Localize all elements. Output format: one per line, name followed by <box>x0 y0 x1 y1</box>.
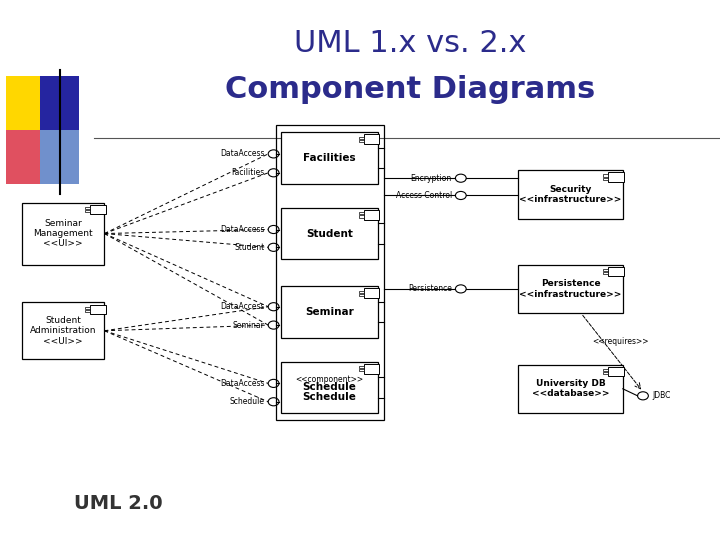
Text: Schedule: Schedule <box>302 392 356 402</box>
Text: Facilities: Facilities <box>231 168 265 177</box>
FancyBboxPatch shape <box>40 130 79 184</box>
FancyBboxPatch shape <box>281 362 378 413</box>
Text: Seminar
Management
<<UI>>: Seminar Management <<UI>> <box>33 219 93 248</box>
FancyBboxPatch shape <box>40 76 79 130</box>
FancyBboxPatch shape <box>90 205 106 214</box>
FancyBboxPatch shape <box>6 76 45 130</box>
FancyBboxPatch shape <box>359 137 364 139</box>
FancyBboxPatch shape <box>364 364 379 374</box>
FancyBboxPatch shape <box>359 140 364 142</box>
FancyBboxPatch shape <box>281 132 378 184</box>
Text: JDBC: JDBC <box>652 392 670 400</box>
FancyBboxPatch shape <box>518 170 623 219</box>
FancyBboxPatch shape <box>85 207 90 209</box>
FancyBboxPatch shape <box>603 369 608 371</box>
FancyBboxPatch shape <box>85 210 90 212</box>
FancyBboxPatch shape <box>359 294 364 296</box>
FancyBboxPatch shape <box>608 367 624 376</box>
FancyBboxPatch shape <box>281 286 378 338</box>
FancyBboxPatch shape <box>603 269 608 271</box>
Text: Facilities: Facilities <box>303 153 356 163</box>
FancyBboxPatch shape <box>22 302 104 359</box>
Text: Schedule: Schedule <box>302 382 356 393</box>
FancyBboxPatch shape <box>364 210 379 220</box>
FancyBboxPatch shape <box>359 291 364 293</box>
FancyBboxPatch shape <box>359 369 364 372</box>
FancyBboxPatch shape <box>608 267 624 276</box>
Text: <<component>>: <<component>> <box>295 375 364 384</box>
FancyBboxPatch shape <box>364 288 379 298</box>
Text: University DB
<<database>>: University DB <<database>> <box>532 379 609 399</box>
FancyBboxPatch shape <box>603 178 608 180</box>
FancyBboxPatch shape <box>85 307 90 309</box>
Text: DataAccess: DataAccess <box>220 302 265 311</box>
FancyBboxPatch shape <box>359 212 364 214</box>
Text: Component Diagrams: Component Diagrams <box>225 75 595 104</box>
FancyBboxPatch shape <box>22 202 104 265</box>
FancyBboxPatch shape <box>90 305 106 314</box>
Text: Persistence
<<infrastructure>>: Persistence <<infrastructure>> <box>519 279 622 299</box>
Text: Student: Student <box>234 243 265 252</box>
FancyBboxPatch shape <box>359 215 364 218</box>
Text: DataAccess: DataAccess <box>220 379 265 388</box>
FancyBboxPatch shape <box>359 366 364 368</box>
FancyBboxPatch shape <box>281 208 378 259</box>
Text: UML 1.x vs. 2.x: UML 1.x vs. 2.x <box>294 29 526 58</box>
Text: Persistence: Persistence <box>408 285 452 293</box>
FancyBboxPatch shape <box>603 174 608 177</box>
Text: UML 2.0: UML 2.0 <box>74 494 163 513</box>
Text: Schedule: Schedule <box>230 397 265 406</box>
Text: <<requires>>: <<requires>> <box>593 337 649 346</box>
Text: Student: Student <box>306 228 353 239</box>
FancyBboxPatch shape <box>603 272 608 274</box>
FancyBboxPatch shape <box>364 134 379 144</box>
Text: DataAccess: DataAccess <box>220 225 265 234</box>
FancyBboxPatch shape <box>518 364 623 413</box>
Text: Security
<<infrastructure>>: Security <<infrastructure>> <box>519 185 622 204</box>
Text: Access Control: Access Control <box>395 191 452 200</box>
FancyBboxPatch shape <box>603 372 608 374</box>
Text: DataAccess: DataAccess <box>220 150 265 158</box>
FancyBboxPatch shape <box>608 172 624 182</box>
Text: Seminar: Seminar <box>305 307 354 317</box>
FancyBboxPatch shape <box>518 265 623 313</box>
FancyBboxPatch shape <box>6 130 45 184</box>
Text: Encryption: Encryption <box>410 174 452 183</box>
FancyBboxPatch shape <box>85 310 90 312</box>
Text: Student
Administration
<<UI>>: Student Administration <<UI>> <box>30 316 96 346</box>
Text: Seminar: Seminar <box>233 321 265 329</box>
